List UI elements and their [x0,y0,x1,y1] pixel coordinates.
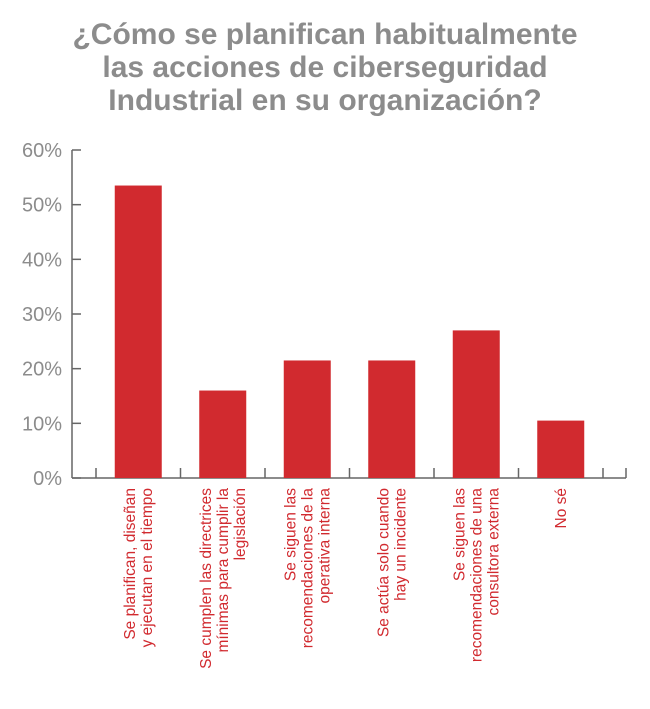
chart-bars [114,185,585,479]
category-label-line: Se actúa solo cuando [375,488,392,637]
bar [368,360,416,478]
category-label-line: Se siguen las [282,488,299,581]
category-label: Se planifican, diseñan y ejecutan en el t… [122,488,156,647]
category-label-line: Se planifican, diseñan [122,488,139,640]
chart-title-line-3: Industrial en su organización? [108,84,542,117]
y-tick-label: 50% [22,195,62,217]
category-label: Se siguen las recomendaciones de una consu… [451,488,502,662]
category-label: No sé [553,488,570,529]
category-label: Se cumplen las directrices mínimas para c… [198,488,249,669]
chart-title-line-2: las acciones de ciberseguridad [102,51,548,84]
y-tick-label: 0% [33,468,62,490]
bar [537,420,585,478]
category-label-line: legislación [232,488,249,560]
category-label-line: mínimas para cumplir la [215,488,232,653]
bar [452,330,500,478]
category-label-line: recomendaciones de la [299,488,316,649]
y-tick-label: 30% [22,304,62,326]
chart-title: ¿Cómo se planifican habitualmente las ac… [0,18,650,117]
chart-category-labels: Se planifican, diseñan y ejecutan en el t… [122,488,570,669]
y-tick-label: 60% [22,140,62,162]
y-tick-label: 20% [22,359,62,381]
category-label-line: Se cumplen las directrices [198,488,215,669]
bar [114,185,162,479]
y-tick-label: 40% [22,249,62,271]
chart-title-line-1: ¿Cómo se planifican habitualmente [72,18,578,51]
category-label-line: operativa interna [316,488,333,604]
category-label-line: Se siguen las [451,488,468,581]
category-label-line: consultora externa [485,488,502,616]
category-label-line: recomendaciones de una [468,488,485,662]
bar [283,360,331,478]
category-label-line: No sé [553,488,570,529]
category-label: Se siguen las recomendaciones de la operat… [282,488,333,649]
y-tick-label: 10% [22,413,62,435]
category-label-line: y ejecutan en el tiempo [139,488,156,647]
bar [199,390,247,478]
chart-axes: 0% 10% 20% 30% 40% 50% 60% [22,140,627,490]
category-label-line: hay un incidente [392,488,409,601]
category-label: Se actúa solo cuando hay un incidente [375,488,409,637]
